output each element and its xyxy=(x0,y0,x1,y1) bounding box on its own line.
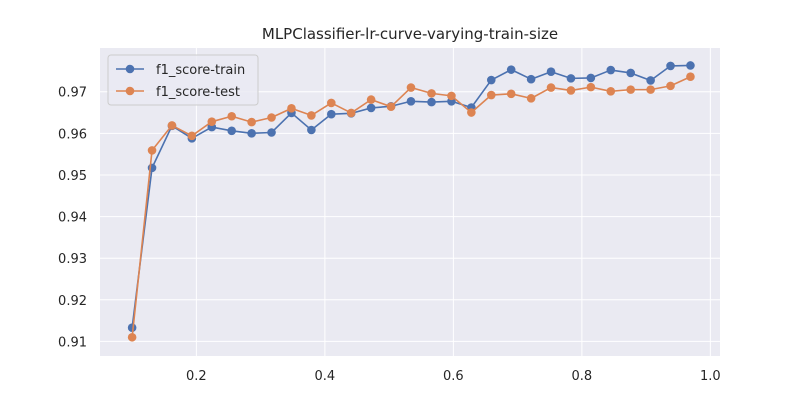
data-point xyxy=(267,128,276,137)
data-point xyxy=(127,323,137,332)
x-tick-label: 0.8 xyxy=(572,369,593,384)
data-point xyxy=(606,65,616,75)
data-point xyxy=(506,65,516,74)
data-point xyxy=(307,111,316,120)
data-point xyxy=(606,86,616,96)
legend-label: f1_score-train xyxy=(156,63,245,78)
data-point xyxy=(486,75,496,85)
data-point xyxy=(427,97,436,107)
data-point xyxy=(646,85,655,94)
data-point xyxy=(406,96,416,106)
data-point xyxy=(406,83,416,92)
data-point xyxy=(686,72,695,82)
y-tick-label: 0.91 xyxy=(58,335,87,350)
data-point xyxy=(326,98,336,108)
data-point xyxy=(247,129,256,138)
data-point xyxy=(566,74,576,83)
data-point xyxy=(566,86,576,95)
legend: f1_score-train f1_score-test xyxy=(107,54,259,106)
data-point xyxy=(666,81,675,91)
data-point xyxy=(586,73,596,83)
x-tick-label: 1.0 xyxy=(700,369,721,384)
data-point xyxy=(247,117,256,127)
data-point xyxy=(386,102,396,111)
data-point xyxy=(346,108,356,118)
y-tick-label: 0.96 xyxy=(58,127,87,142)
data-point xyxy=(366,95,376,104)
data-point xyxy=(626,85,635,94)
data-point xyxy=(127,332,137,342)
data-point xyxy=(447,91,456,101)
data-point xyxy=(227,111,237,121)
tick-labels: 0.2 0.4 0.6 0.8 1.0 0.91 0.92 0.93 0.94 0.95 0.96 0… xyxy=(58,86,721,384)
y-tick-label: 0.92 xyxy=(58,294,87,309)
data-point xyxy=(686,61,695,70)
data-point xyxy=(167,121,177,130)
legend-box xyxy=(107,54,259,106)
data-point xyxy=(326,109,336,119)
y-tick-label: 0.95 xyxy=(58,169,87,184)
legend-swatch-marker xyxy=(125,64,135,74)
data-point xyxy=(187,131,197,141)
data-point xyxy=(526,94,536,103)
x-tick-label: 0.2 xyxy=(186,369,207,384)
data-point xyxy=(586,82,596,92)
data-point xyxy=(506,89,516,99)
y-tick-label: 0.97 xyxy=(58,86,87,101)
x-tick-label: 0.4 xyxy=(315,369,336,384)
data-point xyxy=(267,113,276,122)
data-point xyxy=(207,117,217,126)
data-point xyxy=(486,90,496,100)
data-point xyxy=(666,61,675,71)
data-point xyxy=(147,163,157,173)
data-point xyxy=(147,146,157,155)
data-point xyxy=(307,125,316,135)
legend-label: f1_score-test xyxy=(156,85,240,100)
data-point xyxy=(467,108,476,117)
x-tick-label: 0.6 xyxy=(443,369,464,384)
series-group xyxy=(127,61,695,342)
data-point xyxy=(546,83,556,92)
data-point xyxy=(427,89,436,98)
chart-title: MLPClassifier-lr-curve-varying-train-siz… xyxy=(262,25,558,43)
data-point xyxy=(227,126,237,136)
data-point xyxy=(546,67,556,77)
data-point xyxy=(287,104,296,113)
series-f1_score-test xyxy=(127,72,695,342)
data-point xyxy=(366,103,376,113)
y-tick-label: 0.93 xyxy=(58,252,87,267)
y-tick-label: 0.94 xyxy=(58,211,87,226)
data-point xyxy=(626,68,635,78)
legend-swatch-marker xyxy=(125,86,135,96)
data-point xyxy=(646,76,655,85)
data-point xyxy=(526,74,536,84)
